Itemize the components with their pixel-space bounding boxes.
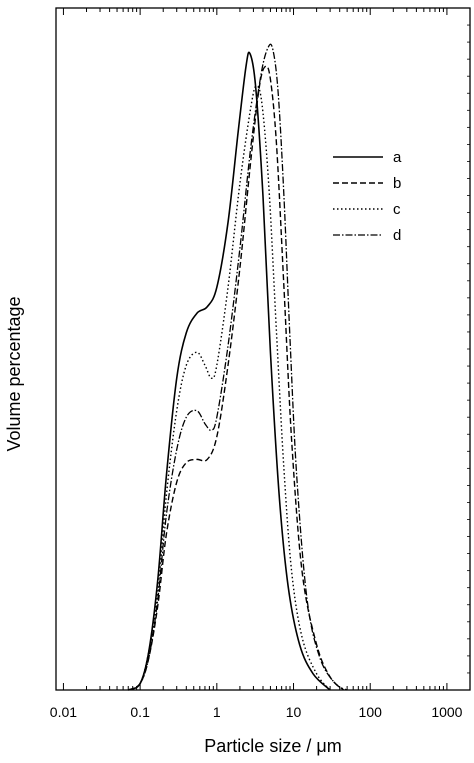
x-tick-label: 0.01	[50, 704, 77, 720]
legend-label-b: b	[393, 175, 401, 192]
legend-label-c: c	[393, 201, 401, 218]
series-line-b	[127, 65, 345, 691]
x-axis-ticks: 0.01 0.1 1 10 100 1000	[50, 8, 471, 720]
y-axis-label: Volume percentage	[4, 296, 24, 451]
x-tick-label: 1000	[431, 704, 462, 720]
legend-label-d: d	[393, 227, 401, 244]
x-tick-label: 1	[213, 704, 221, 720]
x-tick-label: 100	[359, 704, 383, 720]
series-line-d	[127, 43, 348, 691]
x-tick-label: 10	[286, 704, 302, 720]
legend-label-a: a	[393, 149, 402, 166]
series-line-a	[127, 51, 331, 691]
series-curves	[127, 43, 348, 691]
x-axis-label: Particle size / μm	[204, 736, 341, 756]
x-tick-label: 0.1	[130, 704, 150, 720]
